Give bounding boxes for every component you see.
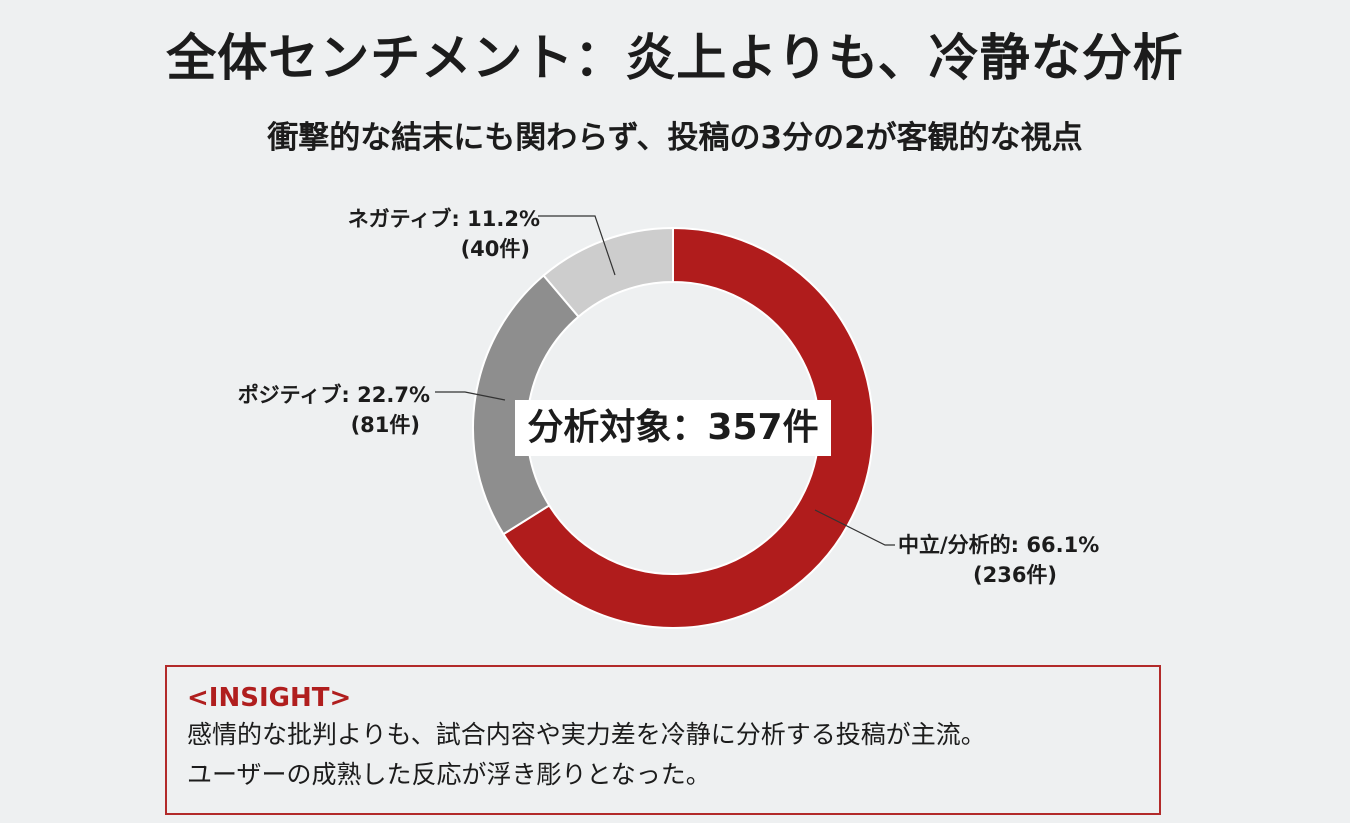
leader-line-positive (435, 391, 506, 401)
label-positive: ポジティブ: 22.7% (81件) (190, 380, 430, 440)
label-neutral-count: (236件) (973, 563, 1058, 587)
leader-line-neutral (814, 509, 895, 546)
insight-line-2: ユーザーの成熟した反応が浮き彫りとなった。 (187, 760, 711, 789)
label-neutral: 中立/分析的: 66.1% (236件) (898, 530, 1099, 590)
insight-heading: <INSIGHT> (187, 683, 352, 713)
page-title: 全体センチメント：炎上よりも、冷静な分析 (166, 29, 1184, 87)
insight-line-1: 感情的な批判よりも、試合内容や実力差を冷静に分析する投稿が主流。 (187, 720, 986, 749)
label-negative: ネガティブ: 11.2% (40件) (300, 204, 540, 264)
label-negative-count: (40件) (460, 237, 530, 261)
label-positive-pct: ポジティブ: 22.7% (237, 383, 430, 407)
insight-box: <INSIGHT> 感情的な批判よりも、試合内容や実力差を冷静に分析する投稿が主… (165, 665, 1161, 815)
leader-line-negative (538, 215, 616, 276)
label-neutral-pct: 中立/分析的: 66.1% (898, 533, 1100, 557)
donut-center-label: 分析対象：357件 (515, 400, 831, 456)
donut-slice-negative (542, 226, 674, 319)
page-subtitle: 衝撃的な結末にも関わらず、投稿の3分の2が客観的な視点 (267, 120, 1083, 156)
label-negative-pct: ネガティブ: 11.2% (347, 207, 540, 231)
label-positive-count: (81件) (350, 413, 420, 437)
